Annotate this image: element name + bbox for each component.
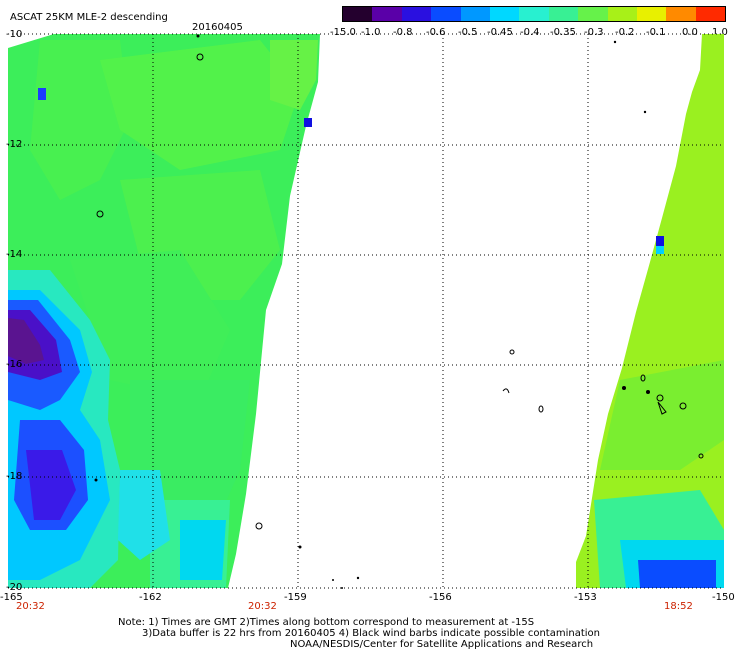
colorbar-segment (695, 7, 726, 21)
lon-label: -159 (284, 592, 307, 603)
lat-label: -14 (6, 249, 23, 260)
time-label: 20:32 (16, 601, 45, 612)
colorbar-segment (431, 7, 461, 21)
colorbar-labels: -15.0 -1.0 -0.8 -0.6 -0.5 -0.45 -0.4 -0.… (330, 27, 735, 38)
colorbar-label: 0.0 (682, 27, 698, 38)
colorbar-label: -0.4 (520, 27, 540, 38)
colorbar-segment (460, 7, 490, 21)
colorbar-label: -0.8 (393, 27, 413, 38)
colorbar-segment (489, 7, 520, 21)
colorbar-label: -0.6 (426, 27, 446, 38)
colorbar-segment (519, 7, 549, 21)
footer-note-1: Note: 1) Times are GMT 2)Times along bot… (118, 617, 535, 628)
colorbar-label: 1.0 (712, 27, 728, 38)
footer-note-2: 3)Data buffer is 22 hrs from 20160405 4)… (142, 628, 600, 639)
colorbar-label: -0.1 (646, 27, 666, 38)
lon-label: -150 (712, 592, 735, 603)
colorbar-segment (372, 7, 402, 21)
colorbar-segment (343, 7, 373, 21)
lon-label: -162 (139, 592, 162, 603)
lon-label: -153 (574, 592, 597, 603)
map-title: ASCAT 25KM MLE-2 descending (10, 12, 168, 23)
footer-note-3: NOAA/NESDIS/Center for Satellite Applica… (290, 639, 594, 650)
lon-label: -165 (0, 592, 23, 603)
lat-label: -18 (6, 471, 23, 482)
graticule (8, 33, 724, 589)
colorbar-segment (607, 7, 637, 21)
island-outlines (96, 53, 704, 530)
lon-label: -156 (429, 592, 452, 603)
colorbar-segment (548, 7, 579, 21)
lat-label: -16 (6, 359, 23, 370)
map-date: 20160405 (192, 22, 243, 33)
lat-label: -20 (6, 582, 23, 593)
colorbar-label: -15.0 (330, 27, 356, 38)
lat-label: -12 (6, 139, 23, 150)
colorbar-segment (578, 7, 608, 21)
colorbar-label: -0.35 (550, 27, 576, 38)
colorbar-label: -0.2 (615, 27, 635, 38)
time-label: 18:52 (664, 601, 693, 612)
colorbar-segment (401, 7, 432, 21)
time-label: 20:32 (248, 601, 277, 612)
colorbar-segment (636, 7, 667, 21)
colorbar-label: -1.0 (361, 27, 381, 38)
colorbar-label: -0.3 (584, 27, 604, 38)
colorbar-label: -0.45 (487, 27, 513, 38)
colorbar (342, 6, 726, 22)
colorbar-segment (666, 7, 696, 21)
lat-label: -10 (6, 29, 23, 40)
colorbar-label: -0.5 (458, 27, 478, 38)
